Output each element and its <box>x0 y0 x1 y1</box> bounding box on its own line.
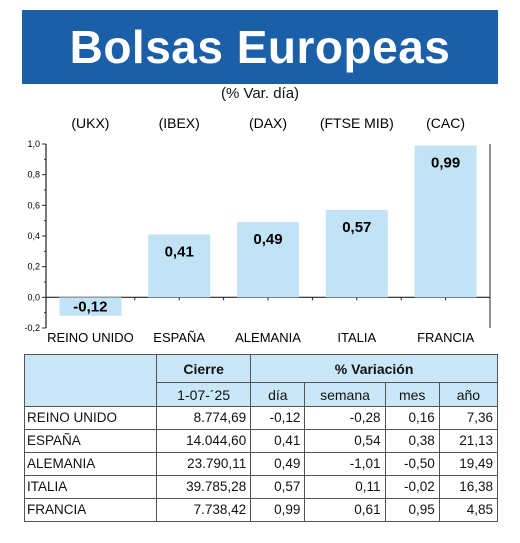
y-tick-label: -0,2 <box>24 323 40 333</box>
bar-value-label: 0,49 <box>253 231 282 248</box>
cell-cierre: 39.785,28 <box>156 475 251 499</box>
cell-semana: 0,11 <box>304 475 386 499</box>
cell-cierre: 7.738,42 <box>156 498 251 521</box>
header-semana: semana <box>304 382 386 407</box>
cell-dia: 0,41 <box>250 429 305 453</box>
bar <box>237 222 299 298</box>
y-tick-label: 0,6 <box>27 200 40 210</box>
table-row: ESPAÑA 14.044,60 0,41 0,54 0,38 21,13 <box>25 429 497 453</box>
bar <box>325 209 388 298</box>
cell-semana: 0,54 <box>304 429 386 453</box>
header-date: 1-07-´25 <box>156 382 251 407</box>
category-label: ALEMANIA <box>235 330 301 345</box>
cell-semana: 0,61 <box>304 498 386 521</box>
y-tick-label: 0,4 <box>27 231 40 241</box>
bar <box>148 234 211 298</box>
cell-mes: 0,16 <box>384 406 440 430</box>
table-row: ALEMANIA 23.790,11 0,49 -1,01 -0,50 19,49 <box>25 452 497 476</box>
cell-semana: -0,28 <box>304 406 386 430</box>
header-dia: día <box>250 382 305 407</box>
index-label: (FTSE MIB) <box>320 115 394 131</box>
cell-mes: -0,02 <box>384 475 440 499</box>
index-label: (DAX) <box>249 115 287 131</box>
bar-value-label: 0,41 <box>165 243 194 260</box>
index-label: (UKX) <box>71 115 109 131</box>
cell-cierre: 23.790,11 <box>156 452 251 476</box>
data-table: Cierre % Variación 1-07-´25 día semana m… <box>25 355 497 521</box>
cell-dia: 0,49 <box>250 452 305 476</box>
y-tick-label: 0,8 <box>27 170 40 180</box>
cell-country: ALEMANIA <box>25 452 157 476</box>
header-mes: mes <box>384 382 440 407</box>
table-row: ITALIA 39.785,28 0,57 0,11 -0,02 16,38 <box>25 475 497 499</box>
y-tick-label: 0,2 <box>27 262 40 272</box>
category-label: ITALIA <box>337 330 376 345</box>
cell-ano: 4,85 <box>438 498 497 521</box>
bar <box>414 145 477 298</box>
cell-ano: 21,13 <box>438 429 497 453</box>
cell-ano: 16,38 <box>438 475 497 499</box>
header-cierre: Cierre <box>156 355 251 384</box>
y-tick-label: 0,0 <box>27 292 40 302</box>
cell-dia: 0,57 <box>250 475 305 499</box>
cell-mes: 0,95 <box>384 498 440 521</box>
cell-semana: -1,01 <box>304 452 386 476</box>
data-table-box: Cierre % Variación 1-07-´25 día semana m… <box>24 354 498 522</box>
cell-country: ESPAÑA <box>25 429 157 453</box>
table-body: REINO UNIDO 8.774,69 -0,12 -0,28 0,16 7,36 ESP… <box>25 406 497 521</box>
category-label: REINO UNIDO <box>47 330 134 345</box>
cell-country: REINO UNIDO <box>25 406 157 430</box>
cell-mes: -0,50 <box>384 452 440 476</box>
header-ano: año <box>438 382 497 407</box>
bar-chart: (UKX) (IBEX) (DAX) (FTSE MIB) (CAC) 1,0 0,8 0,6… <box>24 115 491 345</box>
cell-ano: 7,36 <box>438 406 497 430</box>
index-label: (IBEX) <box>159 115 200 131</box>
index-label: (CAC) <box>426 115 465 131</box>
bar <box>59 297 122 316</box>
cell-ano: 19,49 <box>438 452 497 476</box>
cell-dia: 0,99 <box>250 498 305 521</box>
category-label: ESPAÑA <box>153 330 205 345</box>
category-label: FRANCIA <box>417 330 474 345</box>
table-corner <box>25 355 157 383</box>
bar-value-label: -0,12 <box>73 298 107 315</box>
title-banner: Bolsas Europeas <box>22 10 498 84</box>
cell-country: ITALIA <box>25 475 157 499</box>
table-corner-2 <box>25 383 157 407</box>
chart-subtitle: (% Var. día) <box>220 85 300 102</box>
bar-value-label: 0,57 <box>342 219 371 236</box>
bar-value-label: 0,99 <box>431 155 460 172</box>
cell-country: FRANCIA <box>25 498 157 521</box>
table-row: REINO UNIDO 8.774,69 -0,12 -0,28 0,16 7,36 <box>25 406 497 430</box>
cell-mes: 0,38 <box>384 429 440 453</box>
page-title: Bolsas Europeas <box>69 21 451 73</box>
header-variacion: % Variación <box>250 355 497 384</box>
cell-cierre: 8.774,69 <box>156 406 251 430</box>
y-tick-label: 1,0 <box>27 139 40 149</box>
cell-cierre: 14.044,60 <box>156 429 251 453</box>
cell-dia: -0,12 <box>250 406 305 430</box>
table-row: FRANCIA 7.738,42 0,99 0,61 0,95 4,85 <box>25 498 497 521</box>
